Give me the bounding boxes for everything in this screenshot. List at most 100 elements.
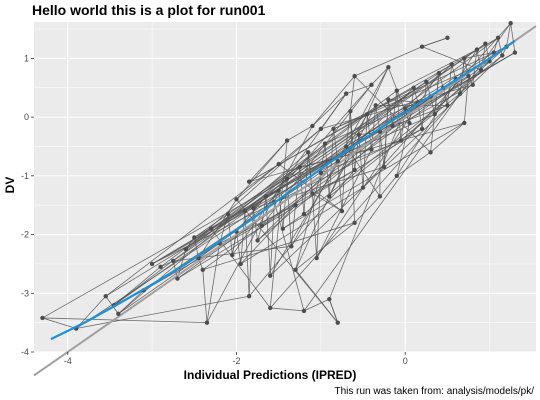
y-tick-label: -1: [21, 171, 29, 181]
subject-segment: [312, 93, 347, 127]
data-point: [246, 294, 252, 299]
subject-segment: [231, 93, 347, 256]
y-tick-label: -2: [21, 230, 29, 240]
data-point: [394, 88, 399, 93]
data-point: [483, 41, 488, 46]
subject-segment: [252, 208, 258, 241]
subject-segment: [421, 46, 482, 71]
data-point: [365, 111, 370, 117]
data-point: [171, 258, 176, 264]
data-point: [335, 320, 340, 325]
subject-segment: [510, 23, 516, 53]
subject-segment: [160, 260, 174, 268]
data-point: [301, 308, 307, 314]
subject-segment: [371, 66, 389, 86]
data-point: [495, 35, 501, 41]
data-point: [280, 226, 286, 231]
subject-segment: [269, 202, 275, 276]
subject-segment: [202, 222, 355, 271]
data-point: [398, 138, 404, 143]
data-point: [466, 73, 471, 79]
data-point: [343, 91, 349, 96]
subject-segment: [113, 43, 486, 306]
data-point: [192, 235, 197, 240]
data-point: [403, 106, 408, 111]
data-point: [293, 203, 298, 208]
data-point: [103, 294, 108, 299]
subject-segment: [270, 307, 305, 312]
subject-segment: [362, 22, 511, 188]
data-point: [478, 67, 484, 73]
subject-segment: [303, 22, 512, 312]
data-point: [284, 176, 290, 181]
y-tick-label: -4: [21, 347, 29, 357]
data-point: [318, 126, 324, 132]
subject-segment: [269, 55, 503, 276]
subject-segment: [248, 169, 355, 297]
subject-segment: [354, 46, 423, 77]
subject-segment: [497, 37, 503, 56]
data-point: [445, 35, 450, 41]
subject-segment: [286, 125, 313, 141]
subject-segment: [295, 67, 389, 270]
subject-segment: [303, 55, 503, 215]
data-point: [377, 194, 383, 199]
data-point: [255, 238, 260, 243]
data-point: [301, 211, 307, 217]
x-tick-label: -2: [232, 356, 240, 366]
subject-segment: [286, 178, 292, 247]
data-point: [40, 315, 45, 321]
data-point: [386, 97, 391, 102]
subject-segment: [349, 111, 356, 223]
data-point: [310, 123, 315, 129]
y-tick-label: -3: [21, 288, 29, 298]
data-point: [343, 144, 349, 149]
subject-segment: [328, 108, 406, 300]
data-point: [436, 70, 442, 76]
subject-segment: [42, 317, 207, 324]
data-point: [268, 305, 273, 311]
subject-segment: [194, 213, 229, 238]
data-point: [259, 223, 264, 228]
data-point: [356, 132, 362, 137]
subject-segment: [240, 211, 246, 264]
data-point: [411, 85, 416, 90]
data-point: [462, 120, 467, 126]
subject-segment: [236, 199, 339, 323]
data-point: [158, 264, 163, 270]
data-point: [445, 103, 450, 108]
subject-segment: [312, 75, 355, 127]
data-point: [369, 147, 374, 152]
data-point: [238, 261, 243, 267]
data-point: [276, 161, 281, 167]
subject-segment: [396, 122, 410, 176]
y-tick-label: 0: [24, 112, 29, 122]
subject-segment: [346, 84, 372, 95]
y-tick-label: 1: [24, 53, 29, 63]
subject-segment: [295, 222, 355, 271]
subject-segment: [358, 131, 380, 136]
subject-segment: [328, 299, 339, 323]
subject-segment: [371, 105, 377, 150]
subject-segment: [210, 63, 452, 230]
subject-segment: [278, 190, 284, 229]
data-point: [234, 197, 239, 202]
data-point: [360, 185, 366, 190]
data-point: [470, 82, 475, 88]
data-point: [284, 138, 290, 143]
subject-segment: [249, 122, 465, 183]
subject-segment: [324, 143, 330, 197]
subject-segment: [421, 37, 448, 48]
data-points: [40, 20, 518, 331]
data-point: [419, 126, 425, 132]
data-point: [149, 261, 155, 267]
data-point: [474, 47, 480, 52]
smooth-curve: [50, 39, 516, 341]
subject-segment: [379, 175, 398, 197]
data-point: [377, 129, 383, 135]
subject-segment: [202, 269, 208, 323]
subject-segment: [219, 213, 229, 244]
data-point: [449, 62, 454, 67]
subject-segment: [295, 172, 322, 270]
